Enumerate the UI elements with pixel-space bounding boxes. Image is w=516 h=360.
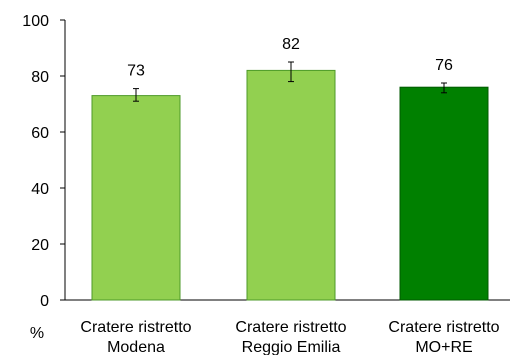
y-tick-label: 0 bbox=[40, 293, 49, 310]
x-category-label: Cratere ristretto bbox=[80, 319, 191, 336]
y-tick-label: 60 bbox=[31, 125, 49, 142]
data-label: 82 bbox=[282, 36, 300, 53]
x-category-label: Reggio Emilia bbox=[242, 339, 341, 355]
error-bars-layer bbox=[133, 61, 447, 102]
x-category-label: MO+RE bbox=[415, 339, 472, 355]
bar bbox=[399, 86, 489, 301]
bars-layer bbox=[91, 69, 489, 301]
bar bbox=[246, 69, 336, 301]
x-category-label: Cratere ristretto bbox=[235, 319, 346, 336]
data-label: 76 bbox=[435, 57, 453, 74]
y-tick-label: 100 bbox=[22, 13, 49, 30]
data-label: 73 bbox=[127, 63, 145, 80]
y-tick-label: 20 bbox=[31, 237, 49, 254]
y-tick-label: 80 bbox=[31, 69, 49, 86]
x-category-label: Cratere ristretto bbox=[388, 319, 499, 336]
bar bbox=[91, 95, 181, 301]
labels-layer: 73 Cratere ristretto Modena 82 Cratere ristr… bbox=[80, 36, 499, 356]
y-axis-unit-label: % bbox=[30, 325, 44, 342]
x-category-label: Modena bbox=[107, 339, 165, 355]
y-tick-label: 40 bbox=[31, 181, 49, 198]
